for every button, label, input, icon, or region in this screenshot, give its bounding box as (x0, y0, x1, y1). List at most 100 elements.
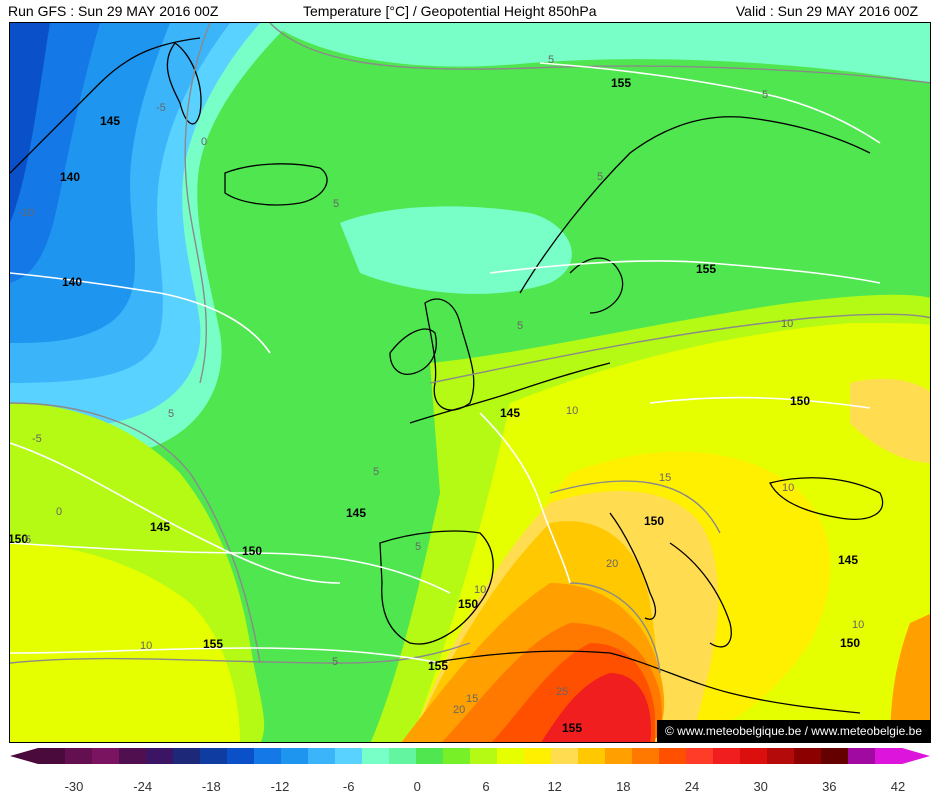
colorbar-tick: -6 (343, 779, 355, 794)
north-europe-coast (409, 362, 611, 424)
colorbar-cell (524, 748, 552, 764)
colorbar-cell (146, 748, 174, 764)
label-height-145-gl: 145 (100, 114, 120, 128)
colorbar-tick: 30 (753, 779, 767, 794)
iberia-coast (379, 530, 494, 645)
greenland-coast (166, 42, 202, 125)
label-temp-5-north: 5 (548, 54, 554, 66)
colorbar-tick: -30 (65, 779, 84, 794)
colorbar-cell (470, 748, 498, 764)
label-height-155-gib: 155 (428, 659, 448, 673)
label-temp-20-morocco: 20 (453, 704, 465, 716)
colorbar-tick: 42 (891, 779, 905, 794)
band-27 (541, 673, 651, 742)
label-height-150-east: 150 (790, 394, 810, 408)
greenland-west (10, 37, 201, 174)
colorbar-cell (875, 748, 903, 764)
label-height-155-scand: 155 (696, 262, 716, 276)
colorbar-tick: 24 (685, 779, 699, 794)
isotherm-10-sw (10, 642, 471, 664)
label-temp-15-alps: 15 (659, 472, 671, 484)
label-temp-10-central: 10 (566, 405, 578, 417)
band-north-cool (270, 23, 930, 83)
label-height-155-north: 155 (611, 76, 631, 90)
colorbar-cell (173, 748, 201, 764)
isotherm-0-atl (184, 23, 211, 384)
contour-155-north (539, 62, 881, 144)
isotherm-5-north (269, 23, 930, 84)
label-temp-10-iberia: 10 (474, 584, 486, 596)
label-temp-5-iberia: 5 (415, 541, 421, 553)
label-temp-minus10-gl: -10 (18, 207, 34, 219)
colorbar-cell (686, 748, 714, 764)
height-labels: 155 145 140 140 155 145 150 145 150 150 … (10, 76, 860, 735)
colorbar-tick: 6 (482, 779, 489, 794)
contour-150-atl (10, 542, 451, 594)
colorbar-cell (308, 748, 336, 764)
label-temp-5-scand: 5 (597, 171, 603, 183)
contour-150-east (649, 396, 871, 409)
label-temp-minus5-gl: -5 (156, 102, 166, 114)
colorbar-high-arrow (902, 748, 930, 764)
label-temp-10-turkey: 10 (852, 619, 864, 631)
temperature-labels: 5 5 -5 0 -10 5 5 5 10 10 -5 5 5 0 15 10 … (18, 54, 864, 716)
contour-145-cont (479, 412, 571, 584)
label-height-150-west: 150 (10, 532, 28, 546)
colorbar-cell (767, 748, 795, 764)
colorbar-cell (65, 748, 93, 764)
colorbar-cell (362, 748, 390, 764)
colorbar-cell (335, 748, 363, 764)
label-temp-5-atl: 5 (168, 408, 174, 420)
colorbar-tick: 36 (822, 779, 836, 794)
colorbar-cell (632, 748, 660, 764)
label-temp-5-west: 5 (25, 534, 31, 546)
label-temp-5-biscay: 5 (373, 466, 379, 478)
black-sea-coast (769, 477, 884, 520)
balkans-coast (669, 542, 732, 648)
label-temp-5-ne: 5 (762, 89, 768, 101)
band-north-sea (340, 206, 572, 294)
colorbar-cell (389, 748, 417, 764)
coastlines (10, 37, 884, 714)
label-height-140-gl: 140 (60, 170, 80, 184)
contour-155-atl (10, 647, 441, 664)
label-temp-20-italy: 20 (606, 558, 618, 570)
label-temp-minus5-atl: -5 (32, 433, 42, 445)
label-height-145-biscay: 145 (346, 506, 366, 520)
colorbar-cell (821, 748, 849, 764)
label-temp-25-africa: 25 (556, 686, 568, 698)
label-height-145-east: 150 (840, 636, 860, 650)
colorbar-cell (200, 748, 228, 764)
colorbar-tick: -12 (271, 779, 290, 794)
colorbar-cell (254, 748, 282, 764)
britain-coast (424, 298, 475, 411)
ireland-coast (389, 328, 437, 375)
height-contours (10, 62, 881, 664)
isotherm-15 (549, 480, 721, 534)
colorbar-cell (416, 748, 444, 764)
label-temp-10-east: 10 (781, 318, 793, 330)
colorbar-cell (551, 748, 579, 764)
colorbar-cells (38, 748, 903, 764)
contour-140 (10, 272, 271, 354)
colorbar-tick: 18 (616, 779, 630, 794)
colorbar-tick: -18 (202, 779, 221, 794)
colorbar-cell (713, 748, 741, 764)
contour-145-atl (10, 442, 341, 584)
label-height-150-iberia: 150 (458, 597, 478, 611)
colorbar-cell (92, 748, 120, 764)
colorbar-cell (119, 748, 147, 764)
credit-banner: © www.meteobelgique.be / www.meteobelgie… (657, 720, 930, 742)
label-height-145-atl: 145 (150, 520, 170, 534)
iceland-coast (224, 163, 328, 206)
colorbar-cell (281, 748, 309, 764)
colorbar-tick: 12 (547, 779, 561, 794)
band-east-warm (850, 378, 930, 463)
header-bar: Run GFS : Sun 29 MAY 2016 00Z Temperatur… (0, 0, 940, 22)
label-height-140-atl: 140 (62, 275, 82, 289)
colorbar-cell (848, 748, 876, 764)
colorbar-tick: 0 (414, 779, 421, 794)
colorbar-low-arrow (10, 748, 38, 764)
band-cold-5 (10, 23, 50, 223)
isotherm-20 (569, 582, 661, 674)
